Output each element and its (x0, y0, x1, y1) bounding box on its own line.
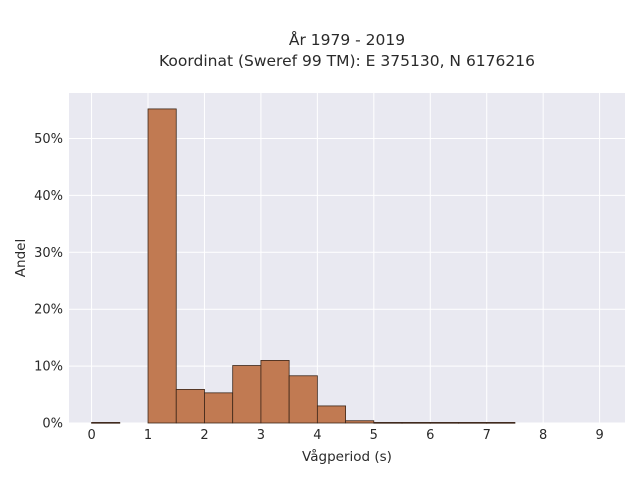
x-tick-label: 2 (200, 428, 208, 443)
chart-title-line-1: År 1979 - 2019 (289, 30, 405, 49)
x-tick-label: 0 (87, 428, 95, 443)
x-tick-label: 4 (313, 428, 321, 443)
histogram-bar (316, 405, 346, 424)
y-tick-labels: 0% 10% 20% 30% 40% 50% (34, 132, 63, 431)
histogram-bar (175, 389, 205, 424)
x-axis-label: Vågperiod (s) (302, 448, 392, 465)
histogram-bar (288, 375, 318, 424)
histogram-bar (373, 422, 403, 424)
x-tick-label: 8 (539, 428, 547, 443)
y-tick-label: 30% (34, 246, 63, 261)
x-tick-label: 9 (595, 428, 603, 443)
histogram-bar (91, 422, 121, 424)
x-tick-label: 5 (370, 428, 378, 443)
x-tick-label: 3 (257, 428, 265, 443)
x-tick-label: 1 (144, 428, 152, 443)
histogram-bar (147, 108, 177, 424)
y-axis-label: Andel (13, 239, 29, 277)
histogram-bar (232, 365, 262, 424)
histogram-bar (401, 422, 431, 424)
y-tick-label: 0% (42, 417, 63, 432)
histogram-bar (486, 422, 516, 424)
y-tick-label: 10% (34, 360, 63, 375)
histogram-bar (204, 392, 234, 424)
y-tick-label: 20% (34, 303, 63, 318)
histogram-bar (458, 422, 488, 424)
histogram-bar (345, 420, 375, 424)
x-tick-labels: 0 1 2 3 4 5 6 7 8 9 (87, 428, 603, 443)
histogram-bar (260, 360, 290, 424)
chart-title-line-2: Koordinat (Sweref 99 TM): E 375130, N 61… (159, 52, 535, 70)
y-tick-label: 50% (34, 132, 63, 147)
y-tick-label: 40% (34, 189, 63, 204)
x-tick-label: 7 (483, 428, 491, 443)
histogram-bar (429, 422, 459, 424)
bars (91, 108, 516, 424)
x-tick-label: 6 (426, 428, 434, 443)
